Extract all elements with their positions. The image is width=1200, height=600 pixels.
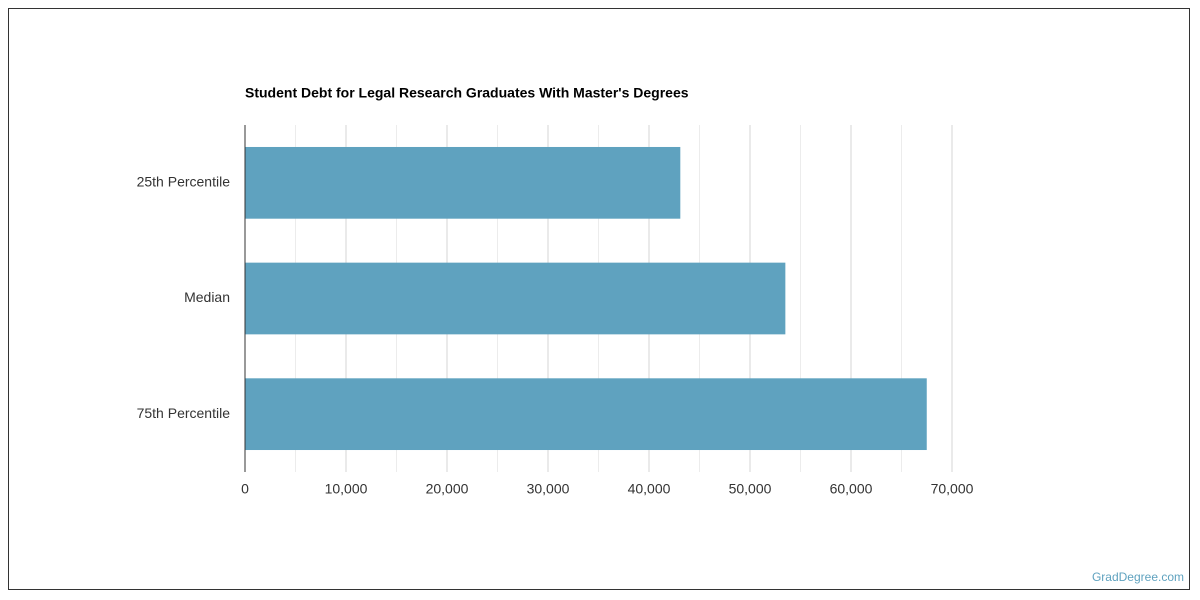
y-tick-label: Median: [184, 289, 230, 305]
x-tick-label: 10,000: [325, 481, 368, 497]
chart-title: Student Debt for Legal Research Graduate…: [245, 85, 689, 101]
x-tick-label: 30,000: [527, 481, 570, 497]
x-tick-label: 20,000: [426, 481, 469, 497]
x-tick-label: 50,000: [729, 481, 772, 497]
y-tick-label: 25th Percentile: [137, 174, 231, 190]
y-tick-label: 75th Percentile: [137, 405, 231, 421]
bar: [245, 262, 786, 335]
frame: [8, 8, 1190, 590]
x-tick-label: 60,000: [830, 481, 873, 497]
bar: [245, 146, 681, 219]
x-tick-label: 70,000: [931, 481, 974, 497]
x-tick-label: 40,000: [628, 481, 671, 497]
bar: [245, 378, 927, 451]
watermark: GradDegree.com: [1092, 570, 1184, 584]
x-tick-label: 0: [241, 481, 249, 497]
